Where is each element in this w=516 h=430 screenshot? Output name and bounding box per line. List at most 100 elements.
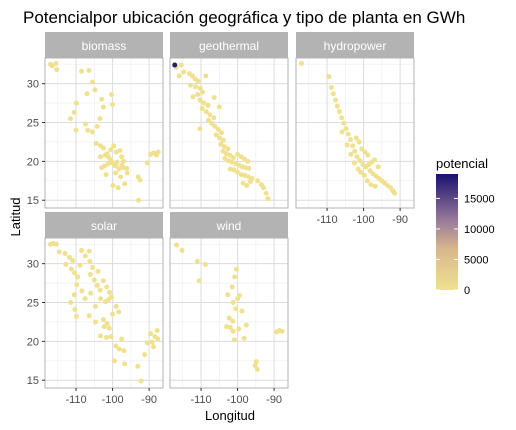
data-point: [174, 242, 179, 247]
y-tick-label: 25: [27, 298, 39, 310]
data-point: [119, 154, 124, 159]
facet-strip-label: biomass: [82, 39, 127, 53]
data-point: [97, 116, 102, 121]
legend-tick-label: 10000: [464, 224, 495, 236]
data-point: [104, 284, 109, 289]
data-point: [121, 159, 126, 164]
data-point: [150, 340, 155, 345]
data-point: [94, 141, 99, 146]
data-point: [203, 262, 208, 267]
data-point: [333, 97, 338, 102]
data-point: [352, 149, 357, 154]
data-point: [191, 94, 196, 99]
data-point: [376, 164, 381, 169]
data-point: [234, 267, 239, 272]
data-point: [74, 282, 79, 287]
data-point: [392, 191, 397, 196]
data-point: [148, 331, 153, 336]
data-point: [246, 166, 251, 171]
data-point: [63, 262, 68, 267]
data-point: [372, 157, 377, 162]
data-point: [88, 272, 93, 277]
data-point: [85, 128, 90, 133]
facet-strip-label: geothermal: [199, 39, 259, 53]
x-tick-label: -100: [227, 394, 249, 406]
data-point: [98, 333, 103, 338]
data-point: [90, 265, 95, 270]
data-point: [63, 251, 68, 256]
data-point: [70, 258, 75, 263]
facet-panel-hydropower: hydropower -110 -100 -90: [296, 32, 414, 226]
data-point: [345, 143, 350, 148]
data-point: [86, 68, 91, 73]
data-point: [68, 300, 73, 305]
data-point: [92, 277, 97, 282]
data-point: [136, 198, 141, 203]
data-point: [155, 337, 160, 342]
data-point: [90, 80, 95, 85]
data-point: [193, 84, 198, 89]
data-point: [95, 283, 100, 288]
data-point: [102, 324, 107, 329]
data-point: [85, 91, 90, 96]
data-point: [135, 364, 140, 369]
facet-panel-biomass: biomass 15 20 25 30: [27, 32, 163, 208]
data-point: [340, 129, 345, 134]
data-point: [95, 269, 100, 274]
plot-background: [170, 238, 288, 388]
data-point: [93, 304, 98, 309]
y-tick-label: 20: [27, 336, 39, 348]
facet-strip-label: solar: [91, 219, 117, 233]
data-point: [68, 116, 73, 121]
data-point: [352, 160, 357, 165]
data-point: [69, 267, 74, 272]
data-point: [244, 183, 249, 188]
facet-panel-solar: solar15202530-110 -100 -90: [27, 212, 163, 406]
data-point: [197, 126, 202, 131]
data-point: [365, 178, 370, 183]
data-point: [112, 358, 117, 363]
data-point: [280, 329, 285, 334]
data-point: [172, 62, 177, 67]
data-point: [255, 178, 260, 183]
y-tick-label: 25: [27, 118, 39, 130]
data-point: [341, 121, 346, 126]
x-tick-label: -90: [266, 394, 282, 406]
legend-tick-label: 5000: [464, 254, 488, 266]
data-point: [151, 344, 156, 349]
data-point: [74, 128, 79, 133]
plot-background: [296, 58, 414, 208]
data-point: [348, 137, 353, 142]
data-point: [232, 337, 237, 342]
data-point: [117, 347, 122, 352]
data-point: [235, 296, 240, 301]
data-point: [98, 288, 103, 293]
data-point: [230, 284, 235, 289]
data-point: [109, 92, 114, 97]
data-point: [79, 288, 84, 293]
data-point: [78, 263, 83, 268]
x-tick-label: -90: [141, 394, 157, 406]
legend-tick-label: 0: [464, 285, 470, 297]
data-point: [195, 92, 200, 97]
data-point: [219, 130, 224, 135]
data-point: [54, 242, 59, 247]
data-point: [197, 278, 202, 283]
data-point: [179, 62, 184, 67]
data-point: [88, 291, 93, 296]
data-point: [331, 91, 336, 96]
data-point: [261, 185, 266, 190]
data-point: [117, 148, 122, 153]
data-point: [121, 348, 126, 353]
data-point: [299, 61, 304, 66]
data-point: [104, 335, 109, 340]
x-tick-label: -90: [392, 214, 408, 226]
x-tick-label: -110: [190, 394, 211, 406]
data-point: [95, 124, 100, 129]
legend-colorbar: potencial 0 5000 10000 15000: [436, 156, 495, 297]
data-point: [188, 83, 193, 88]
data-point: [109, 334, 114, 339]
data-point: [350, 143, 355, 148]
data-point: [239, 309, 244, 314]
data-point: [245, 159, 250, 164]
